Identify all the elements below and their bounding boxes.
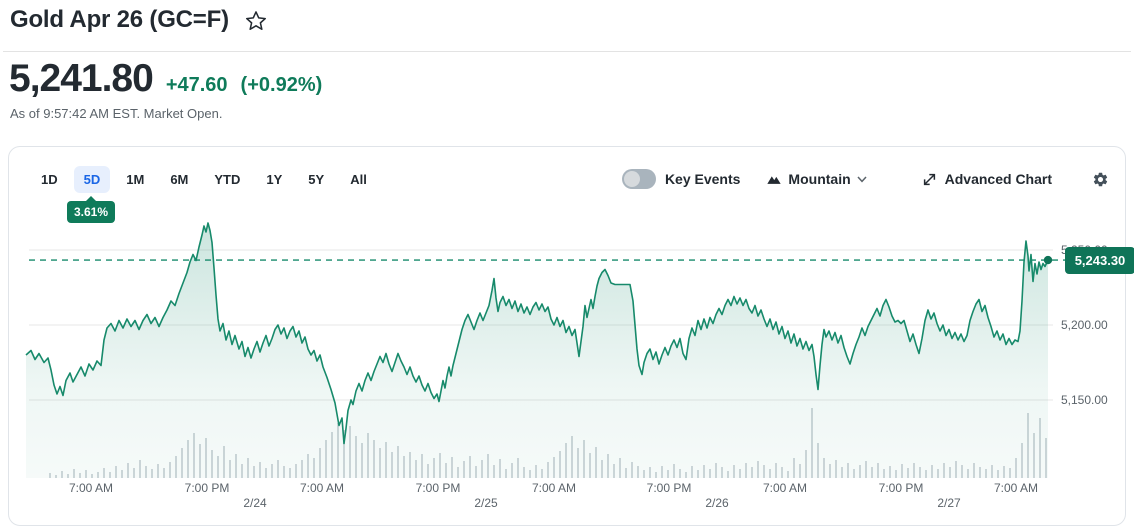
price-chart [25, 222, 1065, 478]
current-price-flag: 5,243.30 [1065, 247, 1134, 274]
x-axis-time-label: 7:00 AM [299, 481, 345, 495]
range-tab-5d[interactable]: 5D [73, 165, 111, 193]
chart-type-label: Mountain [788, 171, 851, 187]
settings-gear-icon[interactable] [1092, 171, 1109, 188]
price-line [25, 222, 1049, 445]
current-price: 5,241.80 [9, 57, 154, 100]
y-axis-label: 5,150.00 [1061, 393, 1108, 407]
key-events-label: Key Events [664, 171, 741, 187]
header-divider [3, 51, 1131, 52]
x-axis-time-label: 7:00 AM [993, 481, 1039, 495]
advanced-chart-button[interactable]: Advanced Chart [922, 171, 1052, 187]
x-axis-date-label: 2/27 [937, 496, 961, 510]
x-axis-date-label: 2/26 [705, 496, 729, 510]
range-tab-5y[interactable]: 5Y [308, 171, 325, 187]
x-axis-date-label: 2/25 [474, 496, 498, 510]
expand-arrow-icon [923, 173, 935, 185]
x-axis-time-label: 7:00 PM [184, 481, 230, 495]
chevron-down-icon [857, 175, 867, 183]
range-tab-ytd[interactable]: YTD [214, 171, 241, 187]
area-fill [26, 223, 1048, 478]
range-tab-all[interactable]: All [350, 171, 367, 187]
current-price-dot [1043, 255, 1053, 265]
as-of-timestamp: As of 9:57:42 AM EST. Market Open. [10, 106, 223, 121]
x-axis-time-label: 7:00 AM [68, 481, 114, 495]
advanced-chart-label: Advanced Chart [944, 171, 1052, 187]
range-tabs: 1D 5D 1M 6M YTD 1Y 5Y All [31, 165, 377, 193]
page-title: Gold Apr 26 (GC=F) [10, 6, 229, 33]
range-tab-1d[interactable]: 1D [41, 171, 58, 187]
x-axis-time-label: 7:00 PM [415, 481, 461, 495]
range-tab-1m[interactable]: 1M [126, 171, 145, 187]
chart-type-dropdown[interactable]: Mountain [766, 171, 867, 187]
x-axis-time-label: 7:00 PM [646, 481, 692, 495]
chart-toolbar: 1D 5D 1M 6M YTD 1Y 5Y All Key Events Mountain [9, 163, 1125, 195]
favorite-star-icon[interactable] [245, 10, 267, 32]
price-change: +47.60 [165, 74, 228, 96]
x-axis-time-label: 7:00 AM [762, 481, 808, 495]
mountain-icon [767, 176, 782, 184]
x-axis-date-label: 2/24 [243, 496, 267, 510]
key-events-toggle[interactable] [621, 169, 656, 189]
chart-card: 1D 5D 1M 6M YTD 1Y 5Y All Key Events Mountain [8, 146, 1134, 526]
range-return-badge: 3.61% [67, 196, 116, 223]
price-change-percent: (+0.92%) [240, 74, 323, 96]
range-tab-6m[interactable]: 6M [170, 171, 189, 187]
x-axis-time-label: 7:00 AM [531, 481, 577, 495]
range-tab-1y[interactable]: 1Y [266, 171, 283, 187]
x-axis-time-label: 7:00 PM [878, 481, 924, 495]
toggle-knob [623, 171, 640, 187]
y-axis-label: 5,200.00 [1061, 318, 1108, 332]
